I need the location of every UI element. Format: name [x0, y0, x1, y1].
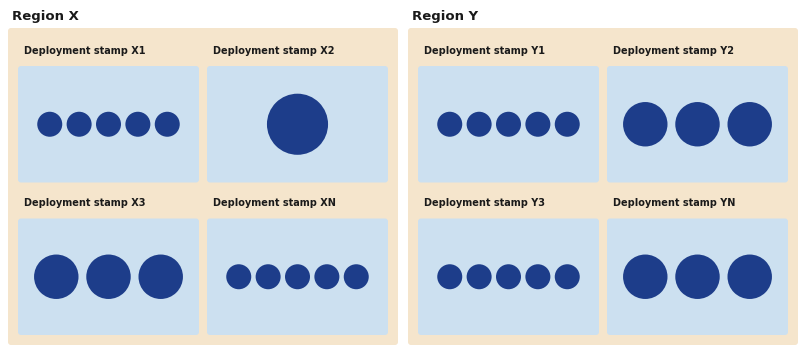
Circle shape: [86, 255, 131, 299]
Circle shape: [343, 264, 369, 289]
Circle shape: [675, 255, 720, 299]
Circle shape: [496, 264, 521, 289]
Circle shape: [623, 255, 667, 299]
FancyBboxPatch shape: [18, 66, 199, 183]
FancyBboxPatch shape: [408, 28, 798, 345]
Circle shape: [256, 264, 280, 289]
Circle shape: [155, 112, 180, 137]
Text: Deployment stamp X2: Deployment stamp X2: [213, 46, 334, 56]
Circle shape: [437, 112, 463, 137]
Circle shape: [267, 94, 328, 155]
Text: Deployment stamp X3: Deployment stamp X3: [24, 198, 146, 208]
Circle shape: [526, 112, 550, 137]
Text: Deployment stamp Y2: Deployment stamp Y2: [613, 46, 734, 56]
Circle shape: [37, 112, 62, 137]
Circle shape: [285, 264, 310, 289]
Text: Deployment stamp Y3: Deployment stamp Y3: [424, 198, 545, 208]
Circle shape: [67, 112, 92, 137]
Circle shape: [728, 102, 772, 146]
Circle shape: [226, 264, 251, 289]
FancyBboxPatch shape: [207, 66, 388, 183]
Text: Region X: Region X: [12, 10, 79, 23]
Circle shape: [555, 112, 580, 137]
FancyBboxPatch shape: [607, 219, 788, 335]
Circle shape: [126, 112, 151, 137]
FancyBboxPatch shape: [8, 28, 398, 345]
Circle shape: [34, 255, 78, 299]
Text: Deployment stamp X1: Deployment stamp X1: [24, 46, 146, 56]
Circle shape: [96, 112, 121, 137]
FancyBboxPatch shape: [418, 66, 599, 183]
Text: Region Y: Region Y: [412, 10, 478, 23]
Circle shape: [496, 112, 521, 137]
Text: Deployment stamp YN: Deployment stamp YN: [613, 198, 735, 208]
Circle shape: [526, 264, 550, 289]
FancyBboxPatch shape: [207, 219, 388, 335]
Circle shape: [728, 255, 772, 299]
Circle shape: [467, 264, 492, 289]
Circle shape: [555, 264, 580, 289]
Text: Deployment stamp Y1: Deployment stamp Y1: [424, 46, 545, 56]
FancyBboxPatch shape: [18, 219, 199, 335]
Circle shape: [675, 102, 720, 146]
Circle shape: [314, 264, 339, 289]
Circle shape: [139, 255, 183, 299]
Circle shape: [437, 264, 463, 289]
Circle shape: [467, 112, 492, 137]
Text: Deployment stamp XN: Deployment stamp XN: [213, 198, 336, 208]
FancyBboxPatch shape: [418, 219, 599, 335]
Circle shape: [623, 102, 667, 146]
FancyBboxPatch shape: [607, 66, 788, 183]
